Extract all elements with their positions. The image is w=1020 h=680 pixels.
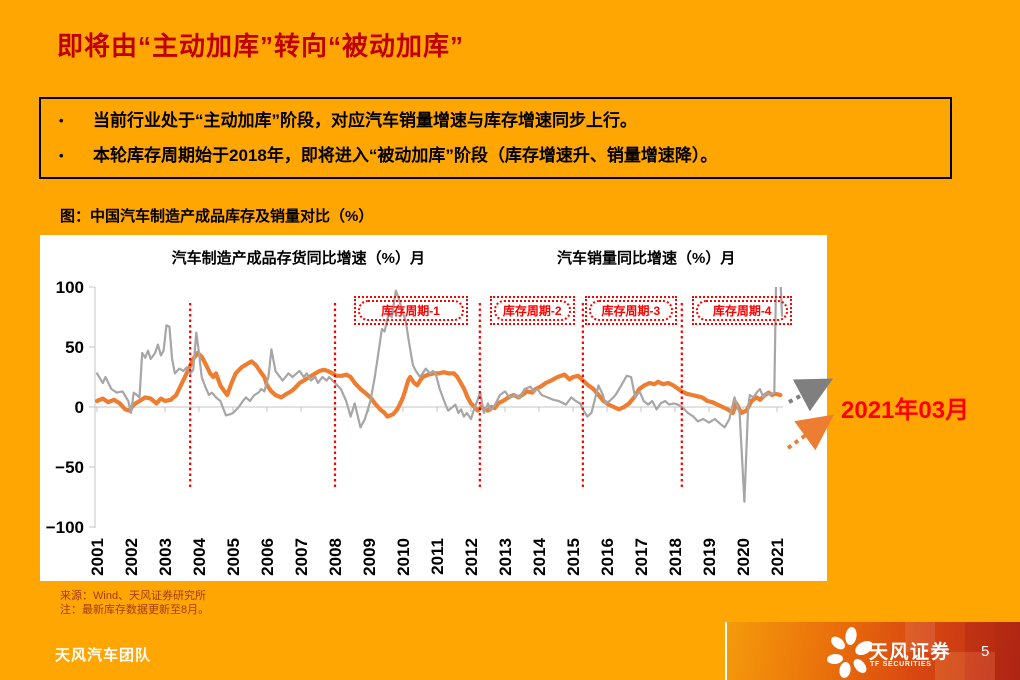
x-tick-label: 2019 — [700, 538, 719, 576]
bullet-icon: • — [59, 113, 64, 128]
brand-block: 天风证券 TF SECURITIES 5 — [725, 622, 1020, 680]
y-tick-label: 50 — [65, 338, 84, 357]
x-tick-label: 2009 — [360, 538, 379, 576]
y-tick-label: 100 — [56, 278, 84, 297]
y-tick-label: −100 — [46, 518, 84, 537]
x-tick-label: 2015 — [564, 538, 583, 576]
key-point-row: • 本轮库存周期始于2018年，即将进入“被动加库”阶段（库存增速升、销量增速降… — [59, 142, 950, 169]
footer-bar: 天风汽车团队 天风证券 TF SECURITIES 5 — [0, 622, 1020, 680]
team-name: 天风汽车团队 — [55, 647, 152, 664]
legend-label-inventory: 汽车制造产成品存货同比增速（%）月 — [171, 250, 425, 267]
inventory-series-line — [95, 350, 783, 419]
y-tick-label: 0 — [75, 398, 84, 417]
x-tick-label: 2011 — [428, 538, 447, 575]
brand-name: 天风证券 — [869, 642, 952, 663]
update-note: 注：最新库存数据更新至8月。 — [60, 604, 210, 616]
x-tick-label: 2002 — [122, 538, 141, 576]
tf-flower-logo-icon — [827, 627, 872, 678]
x-tick-label: 2016 — [598, 538, 617, 576]
x-tick-label: 2008 — [326, 538, 345, 576]
x-tick-label: 2003 — [156, 538, 175, 576]
key-point-row: • 当前行业处于“主动加库”阶段，对应汽车销量增速与库存增速同步上行。 — [59, 107, 950, 134]
x-tick-label: 2020 — [734, 538, 753, 576]
x-tick-label: 2014 — [530, 537, 549, 575]
bullet-icon: • — [59, 148, 64, 163]
sales-trend-arrow — [788, 378, 834, 412]
mosaic-tile — [905, 622, 935, 652]
sales-line-swatch — [517, 256, 551, 259]
brand-subtitle: TF SECURITIES — [870, 661, 932, 668]
inventory-trend-arrow — [786, 414, 834, 451]
current-month-label: 2021年03月 — [841, 397, 970, 424]
mosaic-tile — [995, 622, 1020, 680]
key-point-text: 当前行业处于“主动加库”阶段，对应汽车销量增速与库存增速同步上行。 — [93, 111, 637, 130]
x-tick-label: 2005 — [224, 538, 243, 576]
mosaic-tile — [965, 652, 995, 680]
x-tick-label: 2004 — [190, 537, 209, 575]
key-points-box: • 当前行业处于“主动加库”阶段，对应汽车销量增速与库存增速同步上行。 • 本轮… — [39, 97, 952, 179]
chart-panel: 100 50 0 −50 −100 2001 2002 2003 2004 2005 2006 200… — [40, 235, 834, 581]
x-tick-label: 2007 — [292, 538, 311, 576]
legend-item-sales: 汽车销量同比增速（%）月 — [517, 247, 735, 268]
chart-legend: 汽车制造产成品存货同比增速（%）月 汽车销量同比增速（%）月 — [40, 247, 827, 268]
x-tick-label: 2021 — [768, 538, 787, 576]
x-tick-label: 2010 — [394, 538, 413, 576]
legend-item-inventory: 汽车制造产成品存货同比增速（%）月 — [132, 247, 425, 268]
x-tick-label: 2018 — [666, 538, 685, 576]
legend-label-sales: 汽车销量同比增速（%）月 — [557, 250, 736, 267]
sales-series-line — [95, 287, 784, 503]
x-tick-label: 2001 — [88, 538, 107, 576]
y-tick-label: −50 — [55, 458, 84, 477]
key-point-text: 本轮库存周期始于2018年，即将进入“被动加库”阶段（库存增速升、销量增速降）。 — [93, 146, 718, 165]
x-tick-label: 2006 — [258, 538, 277, 576]
x-tick-label: 2012 — [462, 538, 481, 576]
figure-caption: 图：中国汽车制造产成品库存及销量对比（%） — [60, 208, 374, 225]
mosaic-tile — [935, 652, 965, 680]
x-tick-label: 2017 — [632, 538, 651, 576]
page-title: 即将由“主动加库”转向“被动加库” — [57, 31, 465, 61]
x-tick-label: 2013 — [496, 538, 515, 576]
mosaic-tile — [965, 622, 995, 652]
source-note: 来源：Wind、天风证券研究所 — [60, 590, 207, 602]
inventory-line-swatch — [132, 256, 166, 260]
page-number: 5 — [981, 643, 990, 660]
